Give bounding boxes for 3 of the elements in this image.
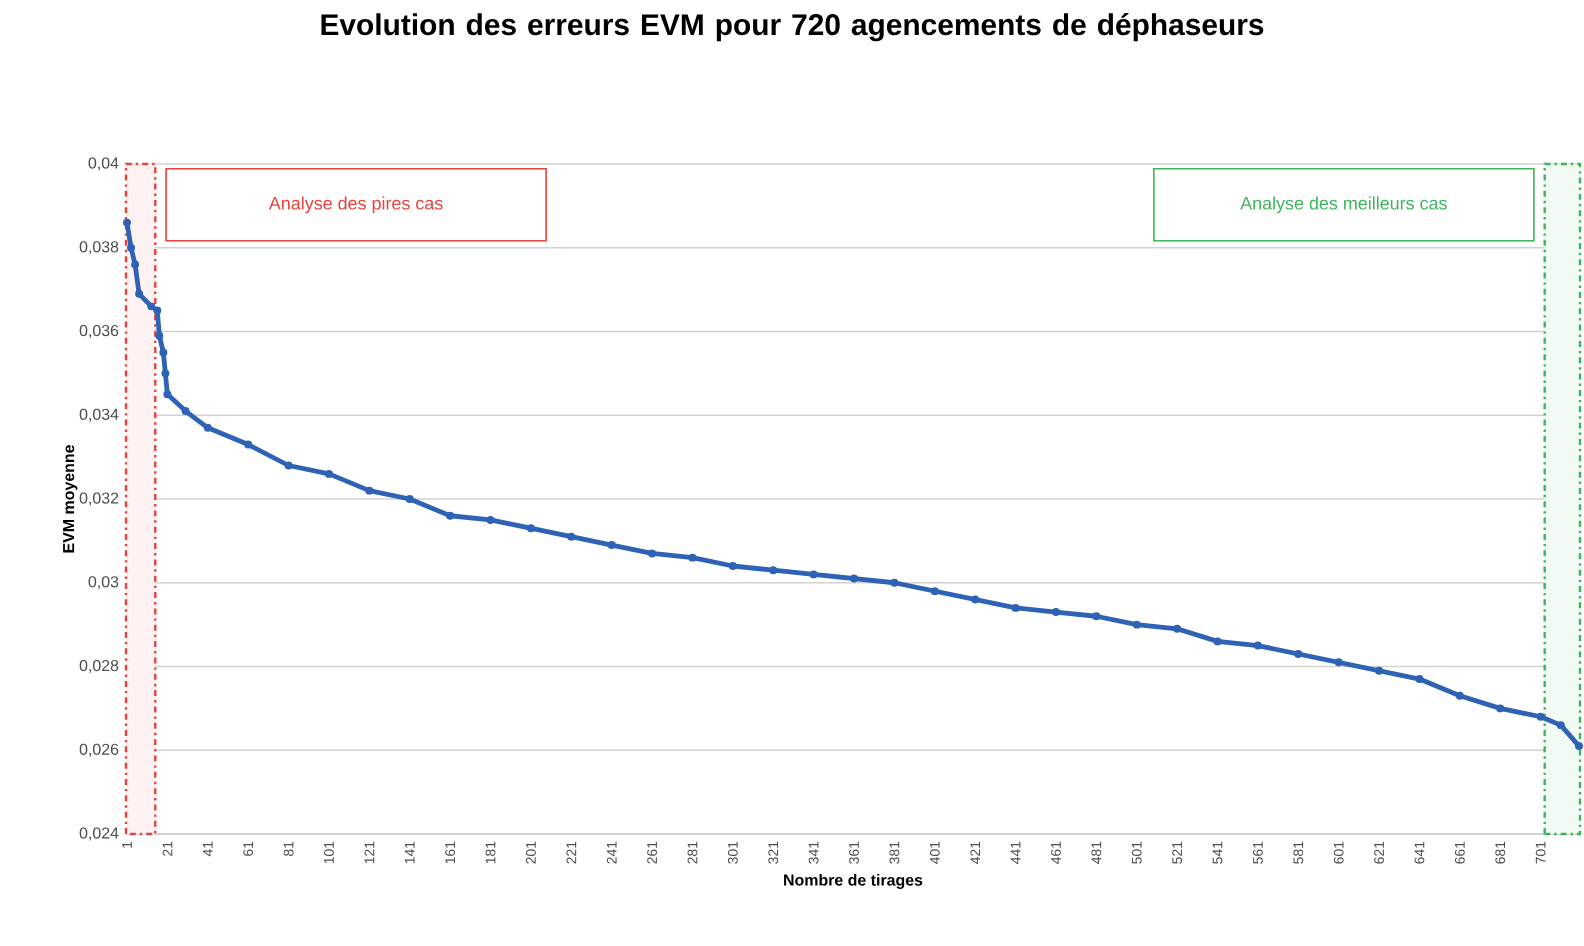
band-label: Analyse des meilleurs cas xyxy=(1240,196,1447,214)
band-label: Analyse des pires cas xyxy=(268,196,443,214)
chart-title: Evolution des erreurs EVM pour 720 agencements de déphaseurs xyxy=(321,13,1264,42)
